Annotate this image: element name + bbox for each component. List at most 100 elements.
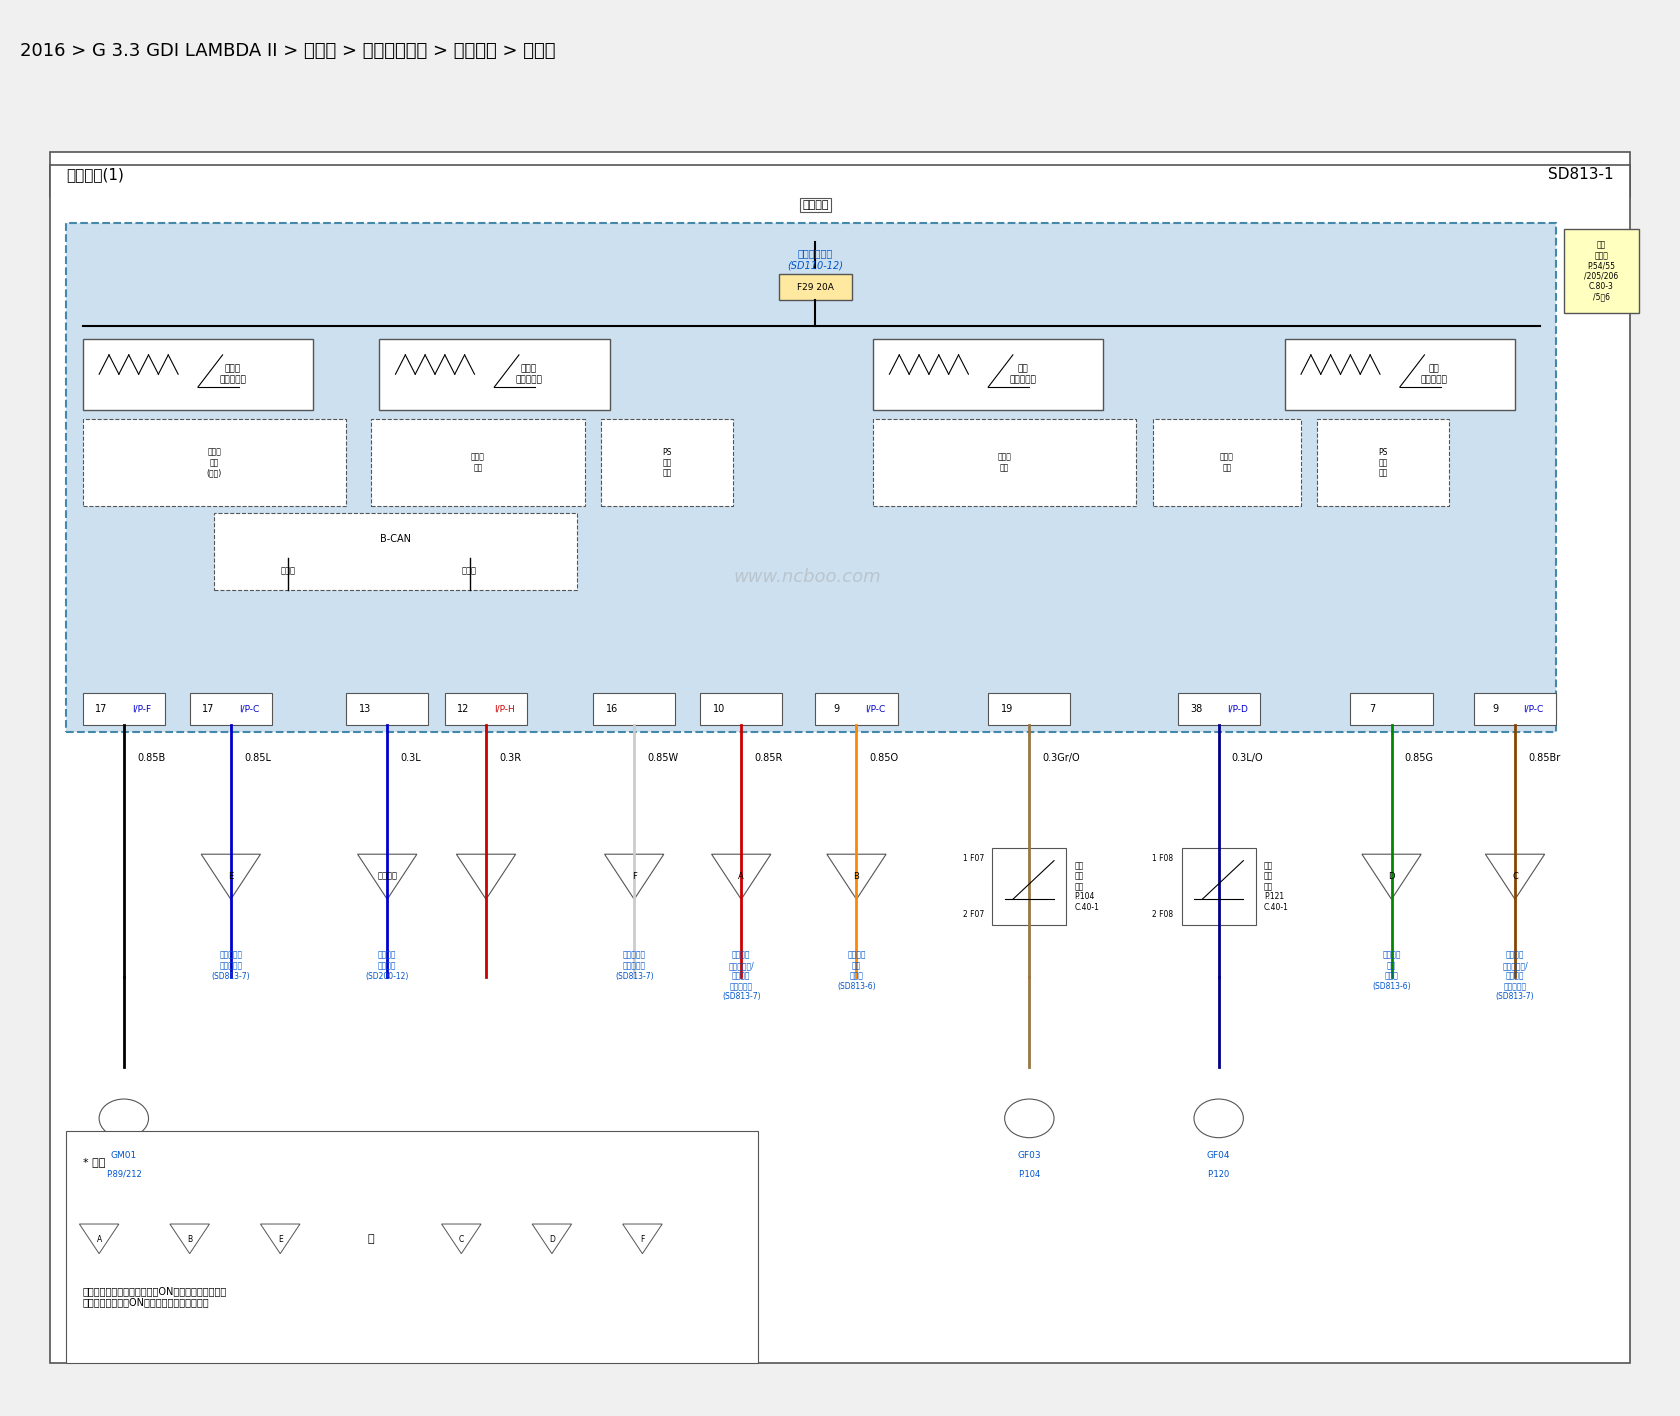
Text: B: B (186, 1235, 192, 1245)
Text: 19: 19 (1001, 704, 1013, 714)
Bar (1473, 692, 1556, 725)
Text: 0.85G: 0.85G (1404, 752, 1433, 763)
Text: P.104: P.104 (1018, 1170, 1040, 1180)
Text: B-CAN: B-CAN (380, 534, 412, 544)
Text: 2 F08: 2 F08 (1152, 909, 1173, 919)
Text: 17: 17 (96, 704, 108, 714)
Text: 从左滑动门
门锁执行器
(SD813-7): 从左滑动门 门锁执行器 (SD813-7) (615, 952, 654, 981)
Text: 第名辅席
门锁
执行器
(SD813-6): 第名辅席 门锁 执行器 (SD813-6) (837, 952, 875, 991)
Text: E: E (277, 1235, 282, 1245)
Text: GF04: GF04 (1206, 1151, 1230, 1160)
Text: 前左滑动门
门锁执行器
(SD813-7): 前左滑动门 门锁执行器 (SD813-7) (212, 952, 250, 981)
Text: 门锁
闭锁继电器: 门锁 闭锁继电器 (1010, 364, 1037, 384)
Text: A: A (738, 872, 744, 881)
Text: 0.3Gr/O: 0.3Gr/O (1043, 752, 1080, 763)
Bar (874, 338, 1104, 409)
Bar (445, 692, 528, 725)
Text: I/P-F: I/P-F (133, 705, 151, 714)
Bar (874, 419, 1136, 507)
Text: 10: 10 (712, 704, 724, 714)
Text: 从副驾席
门锁
执行器
(SD813-6): 从副驾席 门锁 执行器 (SD813-6) (1373, 952, 1411, 991)
Bar (1564, 229, 1638, 313)
Text: 9: 9 (833, 704, 840, 714)
Bar (50, 152, 1630, 197)
Text: 2 F07: 2 F07 (963, 909, 984, 919)
Text: 0.3L: 0.3L (400, 752, 422, 763)
Text: B: B (853, 872, 860, 881)
Text: 13: 13 (358, 704, 371, 714)
Polygon shape (605, 854, 664, 899)
Bar (815, 692, 897, 725)
Text: GF03: GF03 (1018, 1151, 1042, 1160)
Text: PS
控制
模块: PS 控制 模块 (1379, 447, 1388, 477)
Text: 继电器
控制: 继电器 控制 (998, 453, 1011, 472)
Text: 后右
车门
开关
P.121
C.40-1: 后右 车门 开关 P.121 C.40-1 (1263, 861, 1289, 912)
Bar (346, 692, 428, 725)
Text: www.ncboo.com: www.ncboo.com (732, 568, 880, 586)
Bar (1351, 692, 1433, 725)
Text: 电动门锁(1): 电动门锁(1) (66, 167, 124, 183)
Bar (780, 275, 852, 300)
Text: 0.85O: 0.85O (870, 752, 899, 763)
Text: 16: 16 (605, 704, 618, 714)
Text: A: A (96, 1235, 102, 1245)
Bar (82, 338, 312, 409)
Polygon shape (827, 854, 885, 899)
Bar (1152, 419, 1300, 507)
Text: 12: 12 (457, 704, 470, 714)
Text: PS
控制
模块: PS 控制 模块 (662, 447, 672, 477)
Text: 继电器
控制: 继电器 控制 (470, 453, 486, 472)
Text: 0.85L: 0.85L (244, 752, 270, 763)
Text: 0.85Br: 0.85Br (1529, 752, 1561, 763)
Text: 门锁
开锁继电器: 门锁 开锁继电器 (1421, 364, 1448, 384)
Text: 38: 38 (1189, 704, 1203, 714)
Text: 参考诊断
连接分布
(SD200-12): 参考诊断 连接分布 (SD200-12) (366, 952, 408, 981)
Bar (1317, 419, 1450, 507)
Text: 0.85R: 0.85R (754, 752, 783, 763)
Polygon shape (79, 1223, 119, 1253)
Bar (371, 419, 585, 507)
Bar (601, 419, 732, 507)
Bar (82, 692, 165, 725)
Text: 低电位: 低电位 (462, 566, 477, 575)
Text: C: C (1512, 872, 1519, 881)
Text: 0.3R: 0.3R (499, 752, 521, 763)
Text: I/P-C: I/P-C (865, 705, 885, 714)
Circle shape (1005, 1099, 1053, 1137)
Bar (988, 692, 1070, 725)
Text: I/P-H: I/P-H (494, 705, 516, 714)
Polygon shape (358, 854, 417, 899)
Text: C: C (459, 1235, 464, 1245)
Text: D: D (549, 1235, 554, 1245)
Bar (215, 513, 576, 590)
Text: 2016 > G 3.3 GDI LAMBDA II > 示意图 > 车身电气系统 > 电动门锁 > 示意图: 2016 > G 3.3 GDI LAMBDA II > 示意图 > 车身电气系… (20, 41, 556, 59)
Bar (1285, 338, 1515, 409)
Bar (190, 692, 272, 725)
Text: D: D (1388, 872, 1394, 881)
Polygon shape (533, 1223, 571, 1253)
Text: 0.85B: 0.85B (138, 752, 165, 763)
Polygon shape (170, 1223, 210, 1253)
Polygon shape (623, 1223, 662, 1253)
Text: GM01: GM01 (111, 1151, 138, 1160)
Text: 0.85W: 0.85W (647, 752, 679, 763)
Polygon shape (260, 1223, 301, 1253)
Text: 17: 17 (202, 704, 215, 714)
Text: F: F (640, 1235, 645, 1245)
Polygon shape (457, 854, 516, 899)
Polygon shape (1362, 854, 1421, 899)
Text: I/P-C: I/P-C (239, 705, 259, 714)
Text: 箭头方向表示门锁闭锁继电器ON时的电流流动方向。
当门锁开锁继电器ON时，电流流动方向相反。: 箭头方向表示门锁闭锁继电器ON时的电流流动方向。 当门锁开锁继电器ON时，电流流… (82, 1286, 227, 1307)
Bar (993, 848, 1067, 925)
Text: 1 F07: 1 F07 (963, 854, 984, 864)
Text: 继电器
控制: 继电器 控制 (1220, 453, 1233, 472)
Text: 7: 7 (1369, 704, 1374, 714)
Text: 滑动门
闭锁继电器: 滑动门 闭锁继电器 (218, 364, 245, 384)
Text: 高电位: 高电位 (281, 566, 296, 575)
Text: 滑动门
开锁继电器: 滑动门 开锁继电器 (516, 364, 543, 384)
Text: 参考诊断: 参考诊断 (378, 872, 396, 881)
Circle shape (99, 1099, 148, 1137)
Text: I/P-C: I/P-C (1524, 705, 1544, 714)
Text: 后左
车门
开关
P.104
C.40-1: 后左 车门 开关 P.104 C.40-1 (1075, 861, 1099, 912)
Circle shape (1194, 1099, 1243, 1137)
